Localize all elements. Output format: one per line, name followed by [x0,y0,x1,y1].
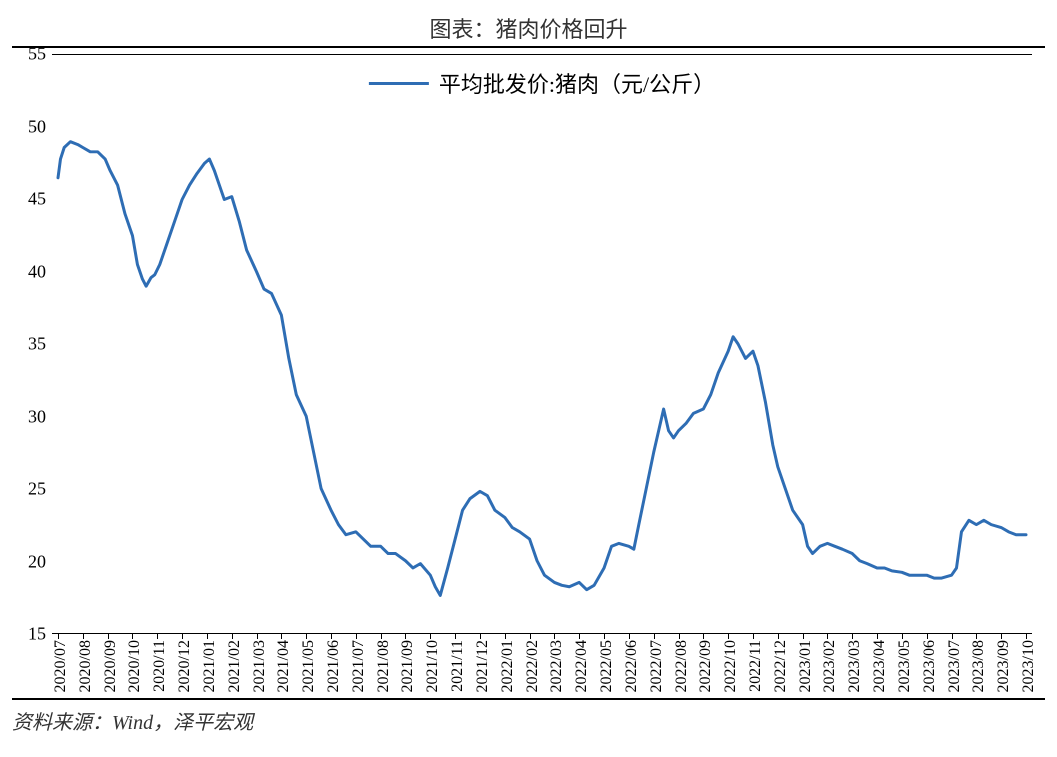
y-tick-label: 15 [28,624,46,645]
x-tick-label: 2021/02 [226,640,244,692]
x-tick-mark [976,634,977,639]
x-tick-mark [753,634,754,639]
x-tick-label: 2023/03 [846,640,864,692]
x-tick-label: 2020/11 [151,640,169,692]
x-tick-mark [182,634,183,639]
x-tick-mark [778,634,779,639]
x-tick-label: 2023/01 [797,640,815,692]
x-tick-mark [877,634,878,639]
x-tick-label: 2022/12 [772,640,790,692]
x-tick-mark [1001,634,1002,639]
chart-title: 图表：猪肉价格回升 [12,8,1045,48]
chart-area: 152025303540455055 平均批发价:猪肉（元/公斤） 2020/0… [12,54,1032,694]
x-tick-mark [579,634,580,639]
x-tick-label: 2020/07 [52,640,70,692]
x-tick-label: 2023/02 [821,640,839,692]
y-tick-label: 20 [28,551,46,572]
x-tick-label: 2021/10 [424,640,442,692]
x-tick-label: 2022/07 [648,640,666,692]
x-tick-label: 2022/09 [697,640,715,692]
x-tick-mark [83,634,84,639]
x-tick-mark [108,634,109,639]
x-tick-mark [728,634,729,639]
x-tick-label: 2020/09 [102,640,120,692]
x-tick-mark [381,634,382,639]
x-tick-label: 2023/09 [995,640,1013,692]
y-axis: 152025303540455055 [12,54,52,634]
x-tick-label: 2022/01 [499,640,517,692]
x-tick-mark [331,634,332,639]
x-tick-label: 2022/11 [747,640,765,692]
x-tick-mark [1026,634,1027,639]
x-tick-label: 2023/07 [946,640,964,692]
x-tick-label: 2021/07 [350,640,368,692]
x-tick-mark [629,634,630,639]
x-tick-label: 2021/03 [251,640,269,692]
x-tick-label: 2022/06 [623,640,641,692]
x-tick-mark [232,634,233,639]
x-tick-mark [654,634,655,639]
x-tick-label: 2021/04 [275,640,293,692]
x-tick-label: 2021/08 [375,640,393,692]
x-tick-mark [827,634,828,639]
x-tick-label: 2020/10 [126,640,144,692]
x-tick-label: 2021/05 [300,640,318,692]
x-tick-mark [132,634,133,639]
y-tick-label: 55 [28,44,46,65]
x-tick-mark [505,634,506,639]
y-tick-label: 50 [28,116,46,137]
x-tick-label: 2021/09 [399,640,417,692]
x-tick-mark [356,634,357,639]
x-tick-label: 2023/04 [871,640,889,692]
line-series [52,55,1032,633]
x-tick-label: 2022/04 [573,640,591,692]
price-line [58,142,1026,596]
x-tick-label: 2022/03 [548,640,566,692]
x-tick-mark [257,634,258,639]
x-tick-mark [405,634,406,639]
x-tick-mark [703,634,704,639]
x-tick-mark [927,634,928,639]
x-tick-label: 2022/08 [673,640,691,692]
y-tick-label: 30 [28,406,46,427]
x-tick-label: 2023/10 [1020,640,1038,692]
x-tick-label: 2020/08 [77,640,95,692]
y-tick-label: 35 [28,334,46,355]
x-tick-mark [852,634,853,639]
x-tick-mark [604,634,605,639]
x-tick-label: 2021/12 [474,640,492,692]
x-tick-mark [530,634,531,639]
x-axis: 2020/07 2020/08 2020/09 2020/10 2020/11 2020/… [52,634,1032,704]
x-tick-mark [902,634,903,639]
x-tick-mark [554,634,555,639]
y-tick-label: 45 [28,189,46,210]
x-tick-label: 2021/01 [201,640,219,692]
x-tick-mark [281,634,282,639]
x-tick-mark [430,634,431,639]
x-tick-mark [58,634,59,639]
x-tick-label: 2023/08 [970,640,988,692]
x-tick-mark [803,634,804,639]
x-tick-mark [306,634,307,639]
x-tick-label: 2022/02 [524,640,542,692]
x-tick-label: 2021/06 [325,640,343,692]
plot-region: 平均批发价:猪肉（元/公斤） [52,54,1032,634]
x-tick-label: 2023/05 [896,640,914,692]
x-tick-label: 2022/10 [722,640,740,692]
x-tick-mark [952,634,953,639]
x-tick-mark [157,634,158,639]
x-tick-mark [679,634,680,639]
x-tick-label: 2023/06 [921,640,939,692]
x-tick-mark [480,634,481,639]
x-tick-mark [207,634,208,639]
x-tick-mark [455,634,456,639]
x-tick-label: 2020/12 [176,640,194,692]
y-tick-label: 25 [28,479,46,500]
y-tick-label: 40 [28,261,46,282]
x-tick-label: 2021/11 [449,640,467,692]
x-tick-label: 2022/05 [598,640,616,692]
